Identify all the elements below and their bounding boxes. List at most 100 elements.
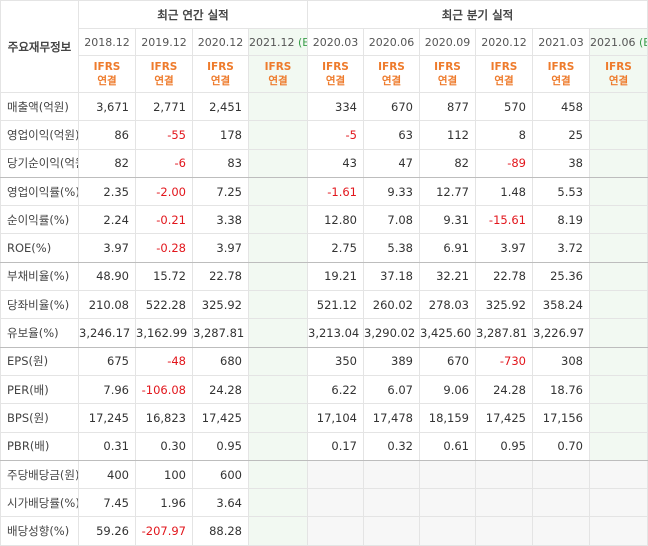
value-cell: 3.97 [78,233,136,263]
value-cell: 17,425 [192,403,249,433]
value-cell: 22.78 [475,261,533,292]
value-cell: 83 [192,148,249,178]
consolidated-label: 연결 [551,75,571,87]
ifrs-row: IFRS 연결 IFRS 연결 IFRS 연결 IFRS 연결 IFRS 연결 IFRS 연결 IFRS… [1,55,648,93]
value-cell: 7.96 [78,374,136,405]
value-cell [419,516,476,546]
value-cell [588,233,648,263]
value-cell: 16,823 [135,403,193,433]
value-cell [588,516,648,546]
row-label: 영업이익(억원) [0,120,79,150]
value-cell [588,176,648,207]
value-cell [532,488,590,518]
period-header-quarter: 2020.09 [419,28,476,56]
value-cell [475,459,533,490]
consolidated-label: 연결 [608,75,629,87]
table-row: 순이익률(%) 2.24 -0.21 3.38 12.80 7.08 9.31 -15.61 8… [0,205,648,235]
value-cell: 17,425 [475,403,533,433]
row-label: 영업이익률(%) [0,176,79,207]
table-row: 매출액(억원) 3,671 2,771 2,451 334 670 877 570 458 [0,91,648,122]
value-cell: 37.18 [363,261,420,292]
value-cell: 7.08 [363,205,420,235]
value-cell [588,346,648,376]
table-row: EPS(원) 675 -48 680 350 389 670 -730 308 [0,346,648,376]
period-label: 2020.12 [197,35,244,49]
value-cell: -1.61 [307,176,364,207]
value-cell: 522.28 [135,290,193,320]
value-cell [248,261,308,292]
value-cell: 15.72 [135,261,193,292]
value-cell: 2,451 [192,91,249,122]
value-cell [307,516,364,546]
table-row: 시가배당률(%) 7.45 1.96 3.64 [0,488,648,518]
value-cell [248,346,308,376]
row-label: 시가배당률(%) [0,488,79,518]
ifrs-badge: IFRS 연결 [248,55,308,93]
value-cell: 25.36 [532,261,590,292]
value-cell: 6.91 [419,233,476,263]
ifrs-label: IFRS [434,61,461,73]
value-cell [588,403,648,433]
period-header-annual: 2020.12 [192,28,249,56]
value-cell: 100 [135,459,193,490]
value-cell: 350 [307,346,364,376]
value-cell: 570 [475,91,533,122]
period-label: 2020.09 [424,35,471,49]
table-row: ROE(%) 3.97 -0.28 3.97 2.75 5.38 6.91 3.97 3.72 [0,233,648,263]
value-cell: 3,226.97 [532,318,590,348]
value-cell: 12.80 [307,205,364,235]
value-cell: 82 [78,148,136,178]
value-cell [248,91,308,122]
value-cell [588,290,648,320]
value-cell: -2.00 [135,176,193,207]
ifrs-badge: IFRS 연결 [192,55,249,93]
value-cell: -730 [475,346,533,376]
value-cell [588,205,648,235]
value-cell: 6.22 [307,374,364,405]
value-cell: 260.02 [363,290,420,320]
ifrs-label: IFRS [207,61,234,73]
ifrs-label: IFRS [547,61,575,73]
value-cell: 86 [78,120,136,150]
row-label: PBR(배) [0,431,79,461]
value-cell: 3,246.17 [78,318,136,348]
period-label: 2018.12 [84,35,130,49]
value-cell: 3,287.81 [192,318,249,348]
row-label: BPS(원) [0,403,79,433]
value-cell: 210.08 [78,290,136,320]
consolidated-label: 연결 [381,75,402,87]
row-label-header: 주요재무정보 [0,0,79,93]
value-cell: 325.92 [192,290,249,320]
table-row: BPS(원) 17,245 16,823 17,425 17,104 17,478 18,1… [0,403,648,433]
ifrs-label: IFRS [150,61,178,73]
estimate-tag: (E) [297,35,307,49]
period-label: 2020.03 [312,35,359,49]
value-cell: 0.95 [192,431,249,461]
ifrs-badge: IFRS 연결 [307,55,364,93]
value-cell: 278.03 [419,290,476,320]
ifrs-label: IFRS [605,61,632,73]
value-cell: 3.72 [532,233,590,263]
value-cell: 1.96 [135,488,193,518]
value-cell: -0.21 [135,205,193,235]
ifrs-badge: IFRS 연결 [588,55,648,93]
value-cell [248,318,308,348]
value-cell: 2.35 [78,176,136,207]
consolidated-label: 연결 [437,75,458,87]
value-cell [588,91,648,122]
value-cell: 877 [419,91,476,122]
value-cell: 8.19 [532,205,590,235]
ifrs-badge: IFRS 연결 [363,55,420,93]
value-cell: 358.24 [532,290,590,320]
value-cell: 3,425.60 [419,318,476,348]
value-cell [248,431,308,461]
value-cell: 63 [363,120,420,150]
period-header-annual: 2018.12 [78,28,136,56]
value-cell [419,459,476,490]
ifrs-label: IFRS [378,61,405,73]
row-label: 당좌비율(%) [0,290,79,320]
row-label: 당기순이익(억원) [0,148,79,178]
period-header-quarter: 2020.03 [307,28,364,56]
value-cell: 17,245 [78,403,136,433]
